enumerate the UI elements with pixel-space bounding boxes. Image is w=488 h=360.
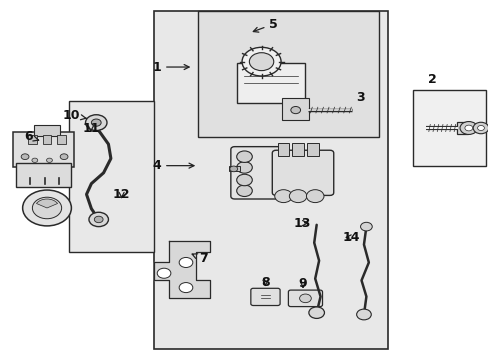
Circle shape [299,294,311,303]
Text: 3: 3 [356,91,364,104]
Circle shape [236,174,252,186]
Circle shape [274,190,292,203]
Circle shape [94,216,103,223]
Circle shape [242,47,281,76]
Circle shape [91,119,101,126]
FancyBboxPatch shape [16,163,71,187]
FancyBboxPatch shape [257,65,269,76]
Text: 11: 11 [82,122,100,135]
Circle shape [249,53,273,71]
Circle shape [157,268,170,278]
FancyBboxPatch shape [69,101,154,252]
Circle shape [32,158,38,162]
FancyBboxPatch shape [306,143,318,156]
Text: 7: 7 [192,252,207,265]
Text: 10: 10 [62,109,86,122]
Circle shape [308,307,324,319]
Circle shape [21,154,29,159]
FancyBboxPatch shape [272,150,333,195]
Text: 12: 12 [113,188,130,201]
Circle shape [464,125,472,131]
FancyBboxPatch shape [198,12,378,137]
FancyBboxPatch shape [412,90,485,166]
Text: 1: 1 [152,60,189,73]
Circle shape [236,162,252,173]
FancyBboxPatch shape [42,135,51,144]
FancyBboxPatch shape [28,135,37,144]
Circle shape [236,151,252,162]
Text: 13: 13 [293,216,310,230]
FancyBboxPatch shape [292,143,304,156]
Wedge shape [37,199,58,208]
Circle shape [477,126,484,131]
FancyBboxPatch shape [288,290,322,307]
FancyBboxPatch shape [57,135,66,144]
FancyBboxPatch shape [13,132,74,167]
Polygon shape [154,241,210,298]
Circle shape [360,222,371,231]
FancyBboxPatch shape [154,12,387,348]
FancyBboxPatch shape [237,63,305,103]
Circle shape [89,212,108,226]
Circle shape [85,115,107,131]
FancyBboxPatch shape [456,122,467,134]
Circle shape [60,154,68,159]
Circle shape [356,309,370,320]
Text: 8: 8 [261,276,269,289]
Text: 6: 6 [24,130,39,144]
Circle shape [290,107,300,114]
Circle shape [459,122,477,134]
Circle shape [22,190,71,226]
FancyBboxPatch shape [34,126,60,136]
Circle shape [229,166,237,172]
FancyBboxPatch shape [277,143,289,156]
Circle shape [46,158,52,162]
FancyBboxPatch shape [250,288,280,306]
Circle shape [289,190,306,203]
Text: 5: 5 [253,18,278,32]
Text: 2: 2 [427,73,436,86]
Text: 14: 14 [342,231,360,244]
Circle shape [472,122,488,134]
FancyBboxPatch shape [282,98,309,120]
Circle shape [179,283,192,293]
Circle shape [179,257,192,267]
FancyBboxPatch shape [229,166,240,171]
Text: 9: 9 [298,278,306,291]
Circle shape [236,185,252,197]
Text: 4: 4 [152,159,194,172]
Circle shape [32,197,61,219]
Circle shape [306,190,324,203]
FancyBboxPatch shape [230,147,282,199]
